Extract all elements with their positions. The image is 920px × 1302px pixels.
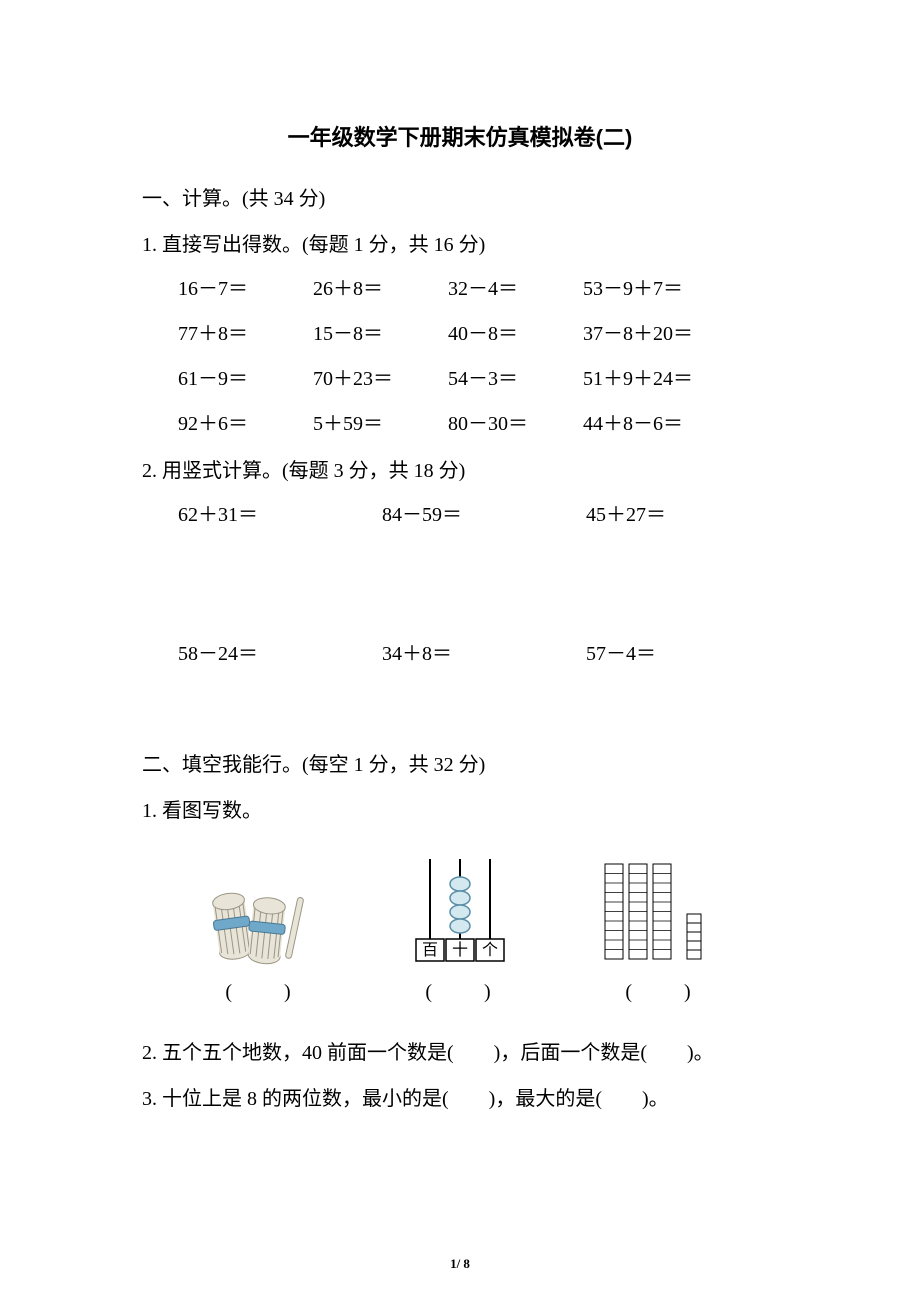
section2-heading: 二、填空我能行。(每空 1 分，共 32 分): [130, 746, 790, 784]
calc-cell: 32－4＝: [448, 272, 578, 301]
calc-row: 77＋8＝ 15－8＝ 40－8＝ 37－8＋20＝: [130, 317, 790, 346]
calc-cell: 26＋8＝: [313, 272, 443, 301]
abacus-label-bai: 百: [422, 942, 438, 959]
calc-cell: 37－8＋20＝: [583, 317, 753, 346]
vertical-cell: 58－24＝: [178, 637, 382, 666]
calc-cell: 15－8＝: [313, 317, 443, 346]
q1-prompt: 1. 直接写出得数。(每题 1 分，共 16 分): [130, 226, 790, 264]
vertical-row: 62＋31＝ 84－59＝ 45＋27＝: [130, 498, 790, 527]
calc-cell: 54－3＝: [448, 362, 578, 391]
vertical-cell: 62＋31＝: [178, 498, 382, 527]
q2-prompt: 2. 用竖式计算。(每题 3 分，共 18 分): [130, 452, 790, 490]
figure-row: ( ) 百 十 个 ( ): [130, 838, 790, 1034]
calc-cell: 53－9＋7＝: [583, 272, 753, 301]
figure-sticks: ( ): [160, 889, 360, 1004]
calc-cell: 61－9＝: [178, 362, 308, 391]
calc-cell: 5＋59＝: [313, 407, 443, 436]
s2-q2: 2. 五个五个地数，40 前面一个数是( )，后面一个数是( )。: [130, 1034, 790, 1072]
calc-cell: 70＋23＝: [313, 362, 443, 391]
abacus-label-shi: 十: [452, 941, 468, 959]
figure-abacus: 百 十 个 ( ): [360, 854, 560, 1004]
section1-heading: 一、计算。(共 34 分): [130, 180, 790, 218]
calc-row: 16－7＝ 26＋8＝ 32－4＝ 53－9＋7＝: [130, 272, 790, 301]
calc-cell: 92＋6＝: [178, 407, 308, 436]
calc-row: 61－9＝ 70＋23＝ 54－3＝ 51＋9＋24＝: [130, 362, 790, 391]
figure-blocks: ( ): [560, 854, 760, 1004]
vertical-cell: 57－4＝: [586, 637, 790, 666]
doc-title: 一年级数学下册期末仿真模拟卷(二): [130, 120, 790, 152]
calc-cell: 77＋8＝: [178, 317, 308, 346]
calc-cell: 16－7＝: [178, 272, 308, 301]
s2-q3: 3. 十位上是 8 的两位数，最小的是( )，最大的是( )。: [130, 1080, 790, 1118]
vertical-row: 58－24＝ 34＋8＝ 57－4＝: [130, 637, 790, 666]
answer-blank: ( ): [160, 975, 360, 1004]
abacus-label-ge: 个: [482, 941, 498, 959]
page-number: 1/ 8: [0, 1256, 920, 1272]
calc-row: 92＋6＝ 5＋59＝ 80－30＝ 44＋8－6＝: [130, 407, 790, 436]
calc-cell: 44＋8－6＝: [583, 407, 753, 436]
calc-cell: 51＋9＋24＝: [583, 362, 753, 391]
s2-q1-prompt: 1. 看图写数。: [130, 792, 790, 830]
calc-cell: 40－8＝: [448, 317, 578, 346]
answer-blank: ( ): [360, 975, 560, 1004]
vertical-cell: 34＋8＝: [382, 637, 586, 666]
vertical-cell: 45＋27＝: [586, 498, 790, 527]
calc-cell: 80－30＝: [448, 407, 578, 436]
answer-blank: ( ): [560, 975, 760, 1004]
vertical-cell: 84－59＝: [382, 498, 586, 527]
